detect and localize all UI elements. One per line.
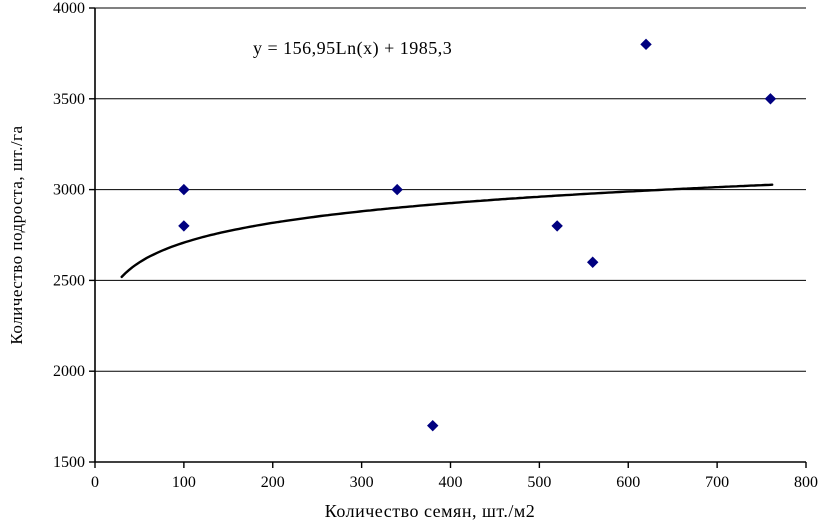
x-tick-label: 800 (794, 474, 818, 491)
x-tick-label: 600 (616, 474, 640, 491)
y-axis-title: Количество подроста, шт./га (7, 125, 26, 345)
data-point-marker (178, 183, 190, 196)
y-tick-label: 1500 (53, 454, 85, 471)
y-tick-label: 2000 (53, 363, 85, 380)
data-point-marker (586, 256, 599, 268)
data-point-marker (764, 93, 777, 105)
y-tick-label: 3500 (53, 91, 85, 108)
data-point-marker (391, 183, 403, 196)
trendline (120, 183, 774, 279)
data-point-marker (427, 419, 439, 432)
x-tick-label: 500 (527, 474, 551, 491)
x-tick-label: 0 (91, 474, 99, 491)
x-tick-label: 300 (350, 474, 374, 491)
x-tick-label: 700 (705, 474, 729, 491)
data-point-marker (178, 220, 190, 232)
y-tick-label: 4000 (53, 0, 85, 17)
y-tick-label: 3000 (53, 182, 85, 199)
y-tick-label: 2500 (53, 272, 85, 289)
data-point-marker (640, 38, 652, 51)
data-point-marker (551, 220, 563, 232)
x-tick-label: 400 (439, 474, 463, 491)
x-tick-label: 200 (261, 474, 285, 491)
x-axis-title: Количество семян, шт./м2 (324, 501, 536, 521)
x-tick-label: 100 (172, 474, 196, 491)
trendline-equation-label: y = 156,95Ln(x) + 1985,3 (253, 38, 453, 58)
